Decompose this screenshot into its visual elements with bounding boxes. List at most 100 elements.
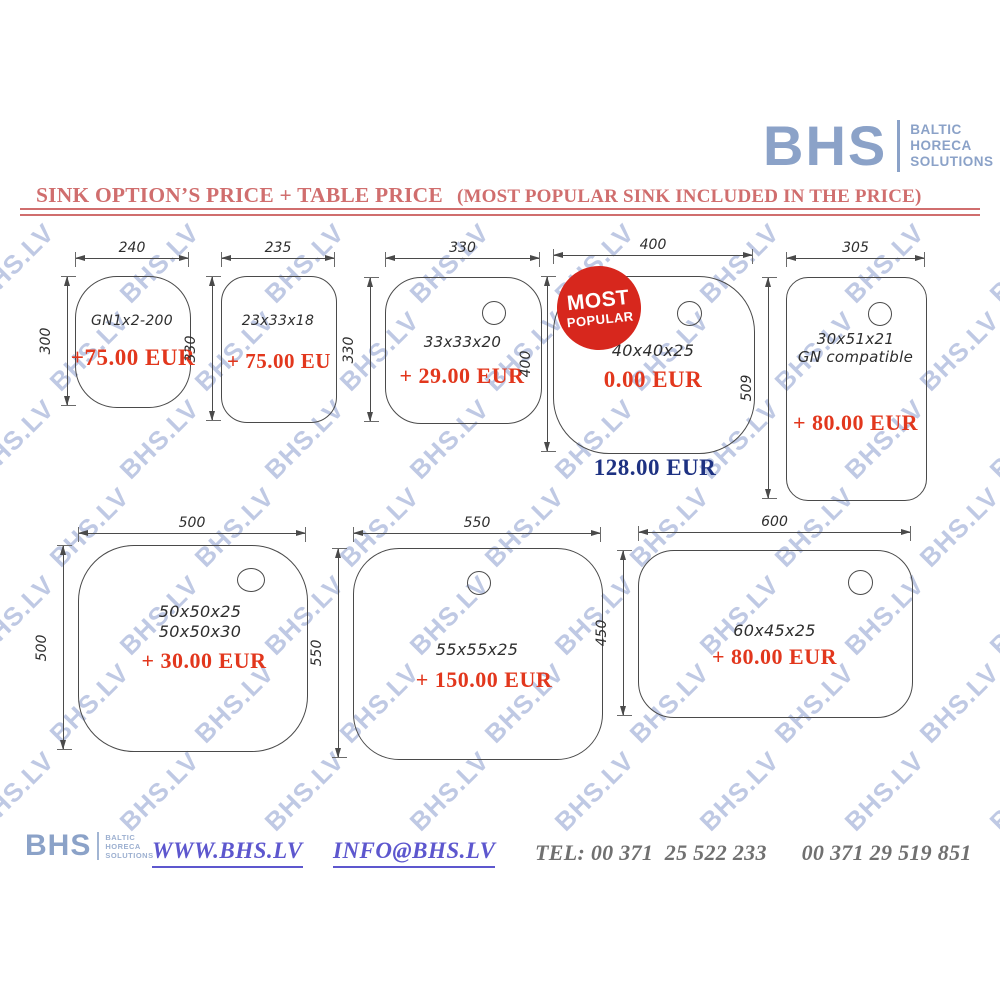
dimension-line: [208, 276, 215, 421]
extension-line: [638, 526, 639, 541]
logo-subtitle: BALTIC HORECA SOLUTIONS: [105, 833, 153, 860]
sink-outline: [78, 545, 308, 752]
logo-line3: SOLUTIONS: [910, 154, 994, 169]
drain-hole: [868, 302, 892, 326]
sink-model: 40x40x25: [611, 341, 695, 360]
sink-price: 0.00 EUR: [603, 367, 703, 392]
sink-price: +75.00 EUR: [70, 345, 196, 370]
watermark-text: BHS.LV: [0, 745, 61, 837]
extension-line: [57, 545, 72, 546]
logo-divider: [97, 832, 100, 860]
width-dimension: 400: [553, 237, 753, 266]
dimension-line: [334, 548, 341, 758]
watermark-text: BHS.LV: [983, 217, 1000, 309]
height-value: 509: [739, 374, 755, 402]
logo-line2: HORECA: [910, 138, 972, 153]
extension-line: [617, 550, 632, 551]
width-value: 500: [178, 515, 206, 531]
dimension-line: [553, 251, 753, 258]
logo-abbr: BHS: [25, 829, 92, 862]
watermark-text: BHS.LV: [838, 745, 931, 837]
width-value: 240: [118, 240, 146, 256]
extension-line: [924, 252, 925, 267]
height-dimension: 330: [183, 276, 225, 421]
extension-line: [305, 527, 306, 542]
watermark-text: BHS.LV: [983, 569, 1000, 661]
extension-line: [61, 405, 76, 406]
width-dimension: 235: [221, 240, 335, 269]
sink-price: + 75.00 EU: [227, 349, 331, 373]
sink-model: 60x45x25: [733, 621, 816, 640]
height-dimension: 300: [38, 276, 80, 406]
extension-line: [332, 757, 347, 758]
width-dimension: 550: [353, 515, 601, 544]
extension-line: [385, 252, 386, 267]
sink-price: + 150.00 EUR: [415, 667, 553, 692]
dimension-line: [78, 529, 306, 536]
width-dimension: 330: [385, 240, 540, 269]
sink-model-note: GN compatible: [797, 348, 914, 366]
sink-total-price: 128.00 EUR: [593, 455, 717, 480]
logo-divider: [897, 120, 901, 172]
watermark-text: BHS.LV: [913, 657, 1000, 749]
extension-line: [539, 252, 540, 267]
extension-line: [334, 252, 335, 267]
email-link[interactable]: INFO@BHS.LV: [333, 838, 496, 868]
width-dimension: 600: [638, 514, 911, 543]
sink-price: + 29.00 EUR: [399, 363, 525, 388]
height-value: 450: [594, 619, 610, 647]
drain-hole: [237, 568, 265, 592]
phone-numbers: TEL: 00 371 25 522 233 00 371 29 519 851: [535, 840, 972, 865]
width-value: 235: [264, 240, 292, 256]
title-main: SINK OPTION’S PRICE + TABLE PRICE: [36, 183, 443, 207]
width-dimension: 240: [75, 240, 189, 269]
extension-line: [910, 526, 911, 541]
logo-line1: BALTIC: [910, 122, 962, 137]
height-value: 330: [341, 336, 357, 363]
sink-outline: [638, 550, 913, 718]
dimension-line: [75, 254, 189, 261]
watermark-text: BHS.LV: [258, 745, 351, 837]
sink-outline: [353, 548, 603, 760]
dimension-line: [63, 276, 70, 406]
sink-model: 55x55x25: [435, 640, 519, 659]
extension-line: [364, 421, 379, 422]
sink-outline: [221, 276, 337, 423]
website-link[interactable]: WWW.BHS.LV: [152, 838, 303, 868]
extension-line: [57, 749, 72, 750]
sink-price: + 80.00 EUR: [793, 410, 918, 435]
title-note: (MOST POPULAR SINK INCLUDED IN THE PRICE…: [456, 186, 922, 207]
extension-line: [353, 527, 354, 542]
drain-hole: [482, 301, 506, 325]
width-value: 400: [639, 237, 667, 253]
page-title: SINK OPTION’S PRICE + TABLE PRICE (MOST …: [36, 183, 980, 208]
logo-line2: HORECA: [105, 841, 141, 851]
width-dimension: 305: [786, 240, 925, 269]
logo-abbr: BHS: [763, 114, 888, 177]
extension-line: [332, 548, 347, 549]
sink-model: 33x33x20: [423, 333, 502, 351]
bhs-logo-footer: BHS BALTIC HORECA SOLUTIONS: [25, 831, 154, 861]
dimension-line: [385, 254, 540, 261]
extension-line: [61, 276, 76, 277]
extension-line: [600, 527, 601, 542]
sink-outline: [553, 276, 755, 454]
watermark-text: BHS.LV: [0, 393, 61, 485]
height-dimension: 500: [34, 545, 76, 750]
extension-line: [786, 252, 787, 267]
sink-model: 30x51x21: [816, 330, 895, 348]
width-dimension: 500: [78, 515, 306, 544]
height-dimension: 550: [309, 548, 351, 758]
dimension-line: [619, 550, 626, 716]
dimension-line: [353, 529, 601, 536]
height-dimension: 509: [739, 277, 781, 499]
sink-model-alt: 50x50x30: [158, 622, 242, 641]
height-value: 550: [309, 639, 325, 667]
height-dimension: 330: [341, 277, 383, 422]
sink-price: + 80.00 EUR: [712, 644, 837, 669]
height-dimension: 450: [594, 550, 636, 716]
drain-hole: [467, 571, 491, 595]
drain-hole: [677, 301, 702, 326]
height-value: 400: [518, 350, 534, 378]
